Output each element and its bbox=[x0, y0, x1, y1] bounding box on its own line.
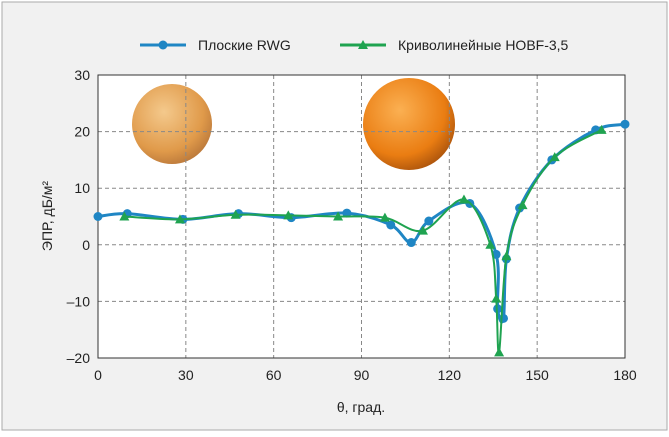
legend-label: Криволинейные НОВF-3,5 bbox=[398, 37, 569, 53]
y-tick-label: 0 bbox=[82, 237, 90, 253]
marker bbox=[342, 208, 352, 218]
marker bbox=[230, 209, 241, 219]
marker bbox=[158, 40, 168, 50]
marker bbox=[424, 216, 434, 226]
x-tick-label: 120 bbox=[438, 367, 462, 383]
marker bbox=[491, 293, 502, 303]
marker bbox=[549, 152, 560, 162]
y-tick-label: 10 bbox=[74, 180, 90, 196]
x-tick-label: 150 bbox=[525, 367, 549, 383]
x-tick-label: 90 bbox=[354, 367, 370, 383]
y-tick-label: –10 bbox=[67, 293, 91, 309]
x-tick-label: 30 bbox=[178, 367, 194, 383]
marker bbox=[379, 212, 390, 222]
y-tick-label: 30 bbox=[74, 67, 90, 83]
marker bbox=[333, 211, 344, 221]
sphere-image bbox=[363, 78, 455, 170]
marker bbox=[174, 214, 185, 224]
x-tick-label: 0 bbox=[94, 367, 102, 383]
y-tick-label: –20 bbox=[67, 350, 91, 366]
marker bbox=[517, 200, 528, 210]
marker bbox=[596, 124, 607, 134]
x-tick-label: 60 bbox=[266, 367, 282, 383]
marker bbox=[283, 210, 294, 220]
x-tick-label: 180 bbox=[613, 367, 637, 383]
marker bbox=[93, 212, 103, 221]
marker bbox=[386, 220, 396, 230]
legend-label: Плоские RWG bbox=[198, 37, 291, 53]
y-tick-label: 20 bbox=[74, 124, 90, 140]
marker bbox=[485, 239, 496, 249]
marker bbox=[501, 251, 512, 261]
marker bbox=[620, 119, 630, 129]
marker bbox=[494, 347, 505, 357]
marker bbox=[406, 238, 416, 248]
y-axis-label: ЭПР, дБ/м² bbox=[39, 181, 55, 251]
marker bbox=[458, 194, 469, 204]
marker bbox=[417, 225, 428, 235]
x-axis-label: θ, град. bbox=[337, 399, 385, 415]
marker bbox=[358, 40, 368, 49]
marker bbox=[119, 211, 130, 221]
sphere-image bbox=[132, 84, 212, 164]
